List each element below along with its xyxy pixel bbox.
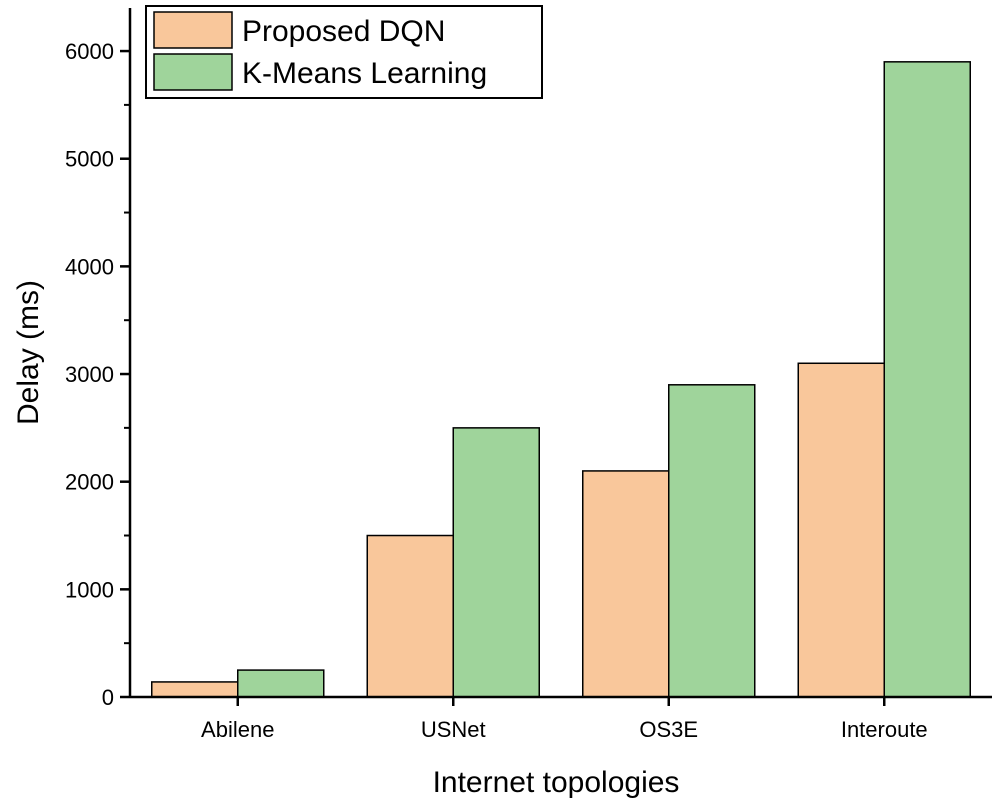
legend: Proposed DQN K-Means Learning — [145, 5, 543, 99]
x-tick-label: Abilene — [201, 717, 274, 742]
y-tick-label: 6000 — [65, 39, 114, 64]
y-tick-label: 4000 — [65, 254, 114, 279]
bar-k-means-learning-interoute — [883, 61, 971, 698]
bar-k-means-learning-abilene — [237, 669, 325, 698]
y-tick-label: 2000 — [65, 470, 114, 495]
bars-group — [151, 61, 971, 698]
bar-proposed-dqn-usnet — [366, 534, 454, 698]
legend-label-k-means-learning: K-Means Learning — [242, 57, 487, 90]
bar-proposed-dqn-abilene — [151, 681, 239, 698]
x-axis-title: Internet topologies — [433, 766, 680, 799]
x-tick-label: OS3E — [639, 717, 698, 742]
y-tick-label: 0 — [102, 685, 114, 710]
legend-swatch-k-means-learning — [153, 53, 233, 91]
axes-group: 0 1000 2000 3000 4000 5000 6000 Abilene USNet OS3… — [65, 8, 992, 742]
y-axis-title: Delay (ms) — [12, 280, 45, 425]
x-tick-label: USNet — [421, 717, 486, 742]
legend-label-proposed-dqn: Proposed DQN — [242, 15, 445, 48]
bar-proposed-dqn-interoute — [797, 362, 885, 698]
bar-k-means-learning-usnet — [452, 427, 540, 698]
legend-swatch-proposed-dqn — [153, 11, 233, 49]
y-tick-label: 3000 — [65, 362, 114, 387]
x-tick-label: Interoute — [841, 717, 928, 742]
y-tick-label: 5000 — [65, 147, 114, 172]
y-tick-label: 1000 — [65, 577, 114, 602]
bar-k-means-learning-os3e — [668, 384, 756, 698]
bar-proposed-dqn-os3e — [582, 470, 670, 698]
